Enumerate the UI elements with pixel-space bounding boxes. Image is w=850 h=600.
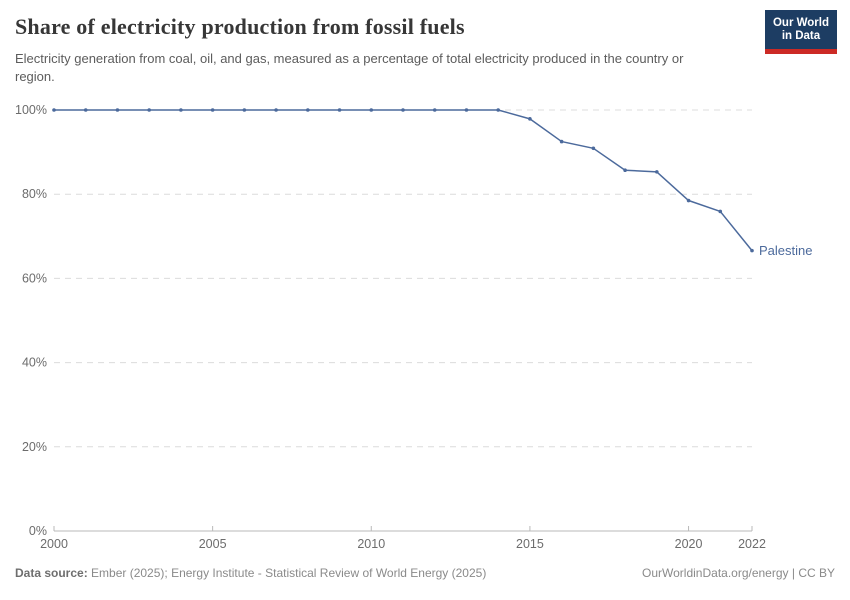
data-point <box>623 168 627 173</box>
y-tick-label: 0% <box>29 524 47 538</box>
data-point <box>369 108 374 112</box>
x-tick-label: 2005 <box>199 537 227 551</box>
data-point <box>655 170 659 174</box>
y-tick-label: 80% <box>22 187 47 201</box>
x-tick-label: 2000 <box>40 537 68 551</box>
data-point <box>718 209 723 214</box>
data-point <box>528 117 532 121</box>
owid-logo: Our World in Data <box>764 10 837 54</box>
y-tick-label: 40% <box>22 356 47 370</box>
data-source-label: Data source: <box>15 566 88 580</box>
data-point <box>274 108 278 112</box>
series-line <box>53 109 753 252</box>
y-tick-label: 20% <box>22 440 47 454</box>
x-tick-label: 2015 <box>516 537 544 551</box>
line-chart[interactable]: 0% 20% 40% 60% 80% 100% 2000 2005 2010 2015 2020 20… <box>0 95 850 565</box>
data-point <box>242 108 247 112</box>
x-tick-label: 2022 <box>738 537 766 551</box>
data-point <box>115 108 120 112</box>
data-point <box>179 108 183 112</box>
data-point <box>337 108 342 112</box>
y-tick-label: 60% <box>22 271 47 285</box>
data-point <box>496 108 500 112</box>
data-point <box>464 108 469 112</box>
chart-subtitle: Electricity generation from coal, oil, a… <box>15 51 684 84</box>
footer-credit: OurWorldinData.org/energy | CC BY <box>642 566 835 580</box>
series-label: Palestine <box>759 243 812 258</box>
data-point <box>401 108 405 112</box>
data-point <box>83 108 88 112</box>
owid-logo-line2: in Data <box>781 30 821 42</box>
data-point <box>686 198 691 203</box>
data-point <box>559 139 564 144</box>
data-source-text: Ember (2025); Energy Institute - Statist… <box>87 566 487 580</box>
data-point <box>432 108 437 112</box>
x-tick-label: 2010 <box>357 537 385 551</box>
data-point <box>591 146 596 151</box>
chart-footer: Data source: Ember (2025); Energy Instit… <box>15 566 835 580</box>
data-point <box>306 108 310 112</box>
data-point <box>210 108 215 112</box>
data-point <box>52 108 56 112</box>
data-point <box>750 248 754 253</box>
owid-logo-line1: Our World <box>772 17 829 29</box>
page-title: Share of electricity production from fos… <box>15 14 465 39</box>
data-point <box>147 108 151 112</box>
y-tick-label: 100% <box>15 103 47 117</box>
data-source: Data source: Ember (2025); Energy Instit… <box>15 566 486 580</box>
x-tick-label: 2020 <box>675 537 703 551</box>
